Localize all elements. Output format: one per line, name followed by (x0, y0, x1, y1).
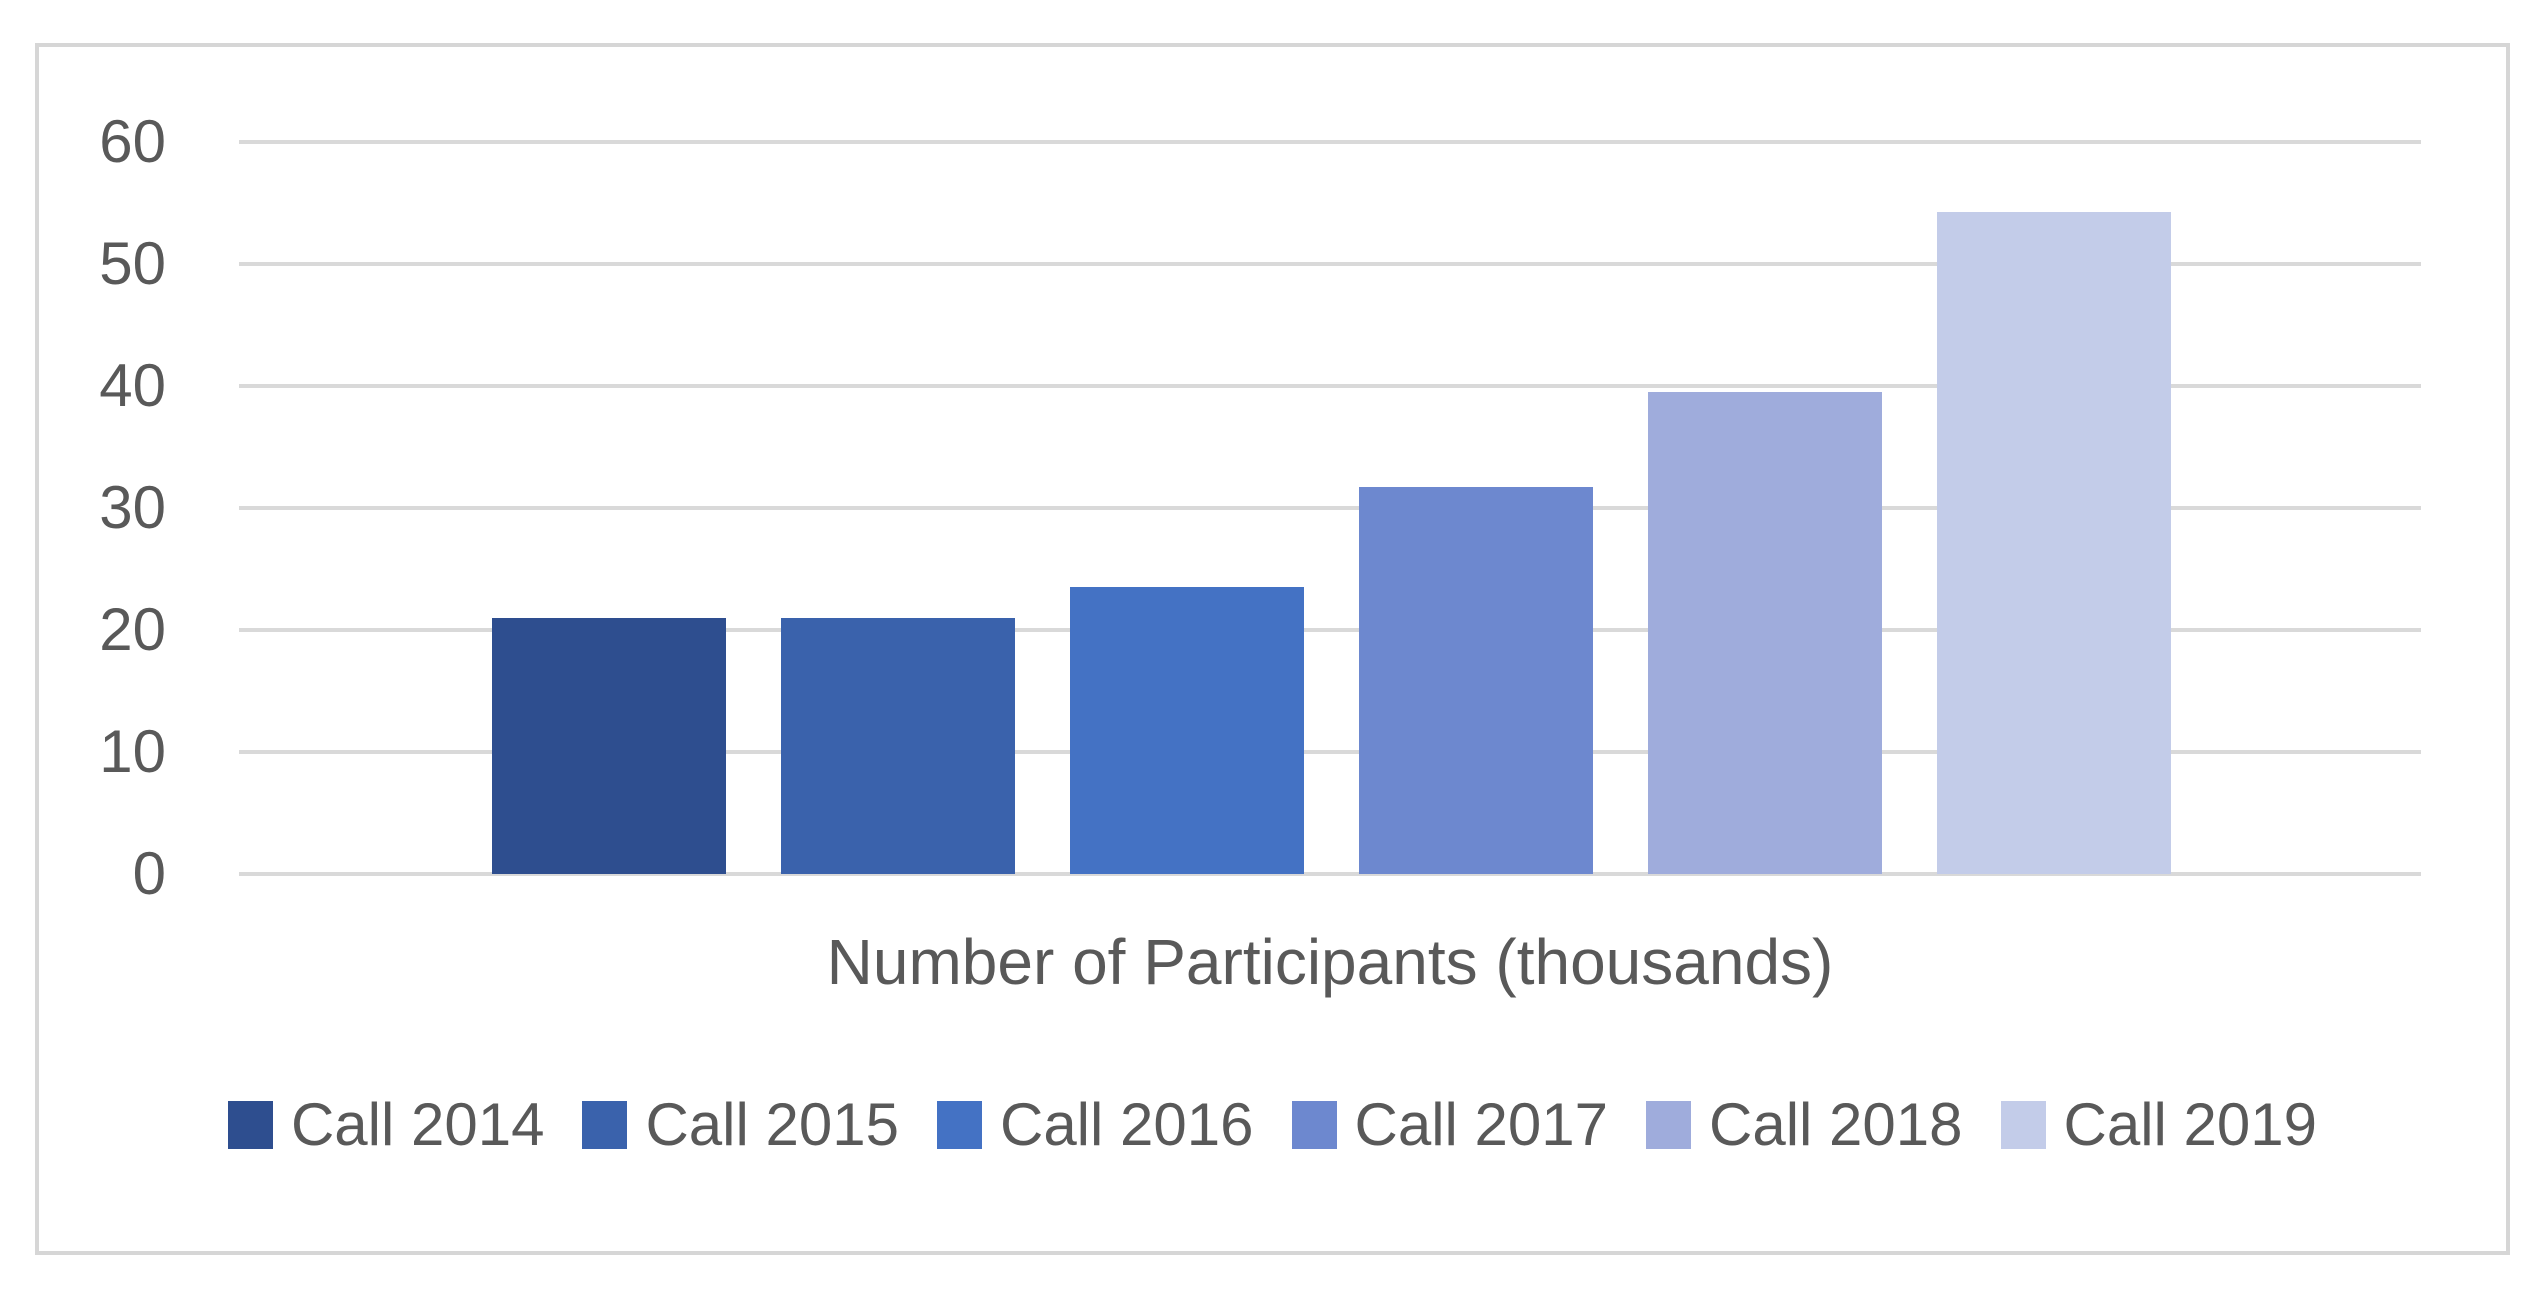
legend-item-call-2014: Call 2014 (227, 1091, 545, 1158)
y-tick-label-0: 0 (132, 840, 166, 907)
y-tick-label-40: 40 (99, 352, 166, 419)
legend-label-call-2014: Call 2014 (290, 1091, 545, 1158)
bar-call-2015 (781, 617, 1015, 874)
legend-item-call-2018: Call 2018 (1646, 1095, 1963, 1155)
gridline-y-10 (239, 750, 2421, 754)
legend-swatch-call-2014 (227, 1101, 273, 1149)
y-tick-label-30: 30 (99, 474, 166, 541)
legend-swatch-call-2019 (2000, 1101, 2046, 1149)
gridline-y-30 (239, 506, 2421, 510)
legend-swatch-call-2018 (1646, 1101, 1692, 1149)
bar-call-2017 (1359, 487, 1593, 874)
y-tick-label-10: 10 (99, 718, 166, 785)
bar-call-2016 (1070, 587, 1304, 874)
chart-frame: 0 10 20 30 40 50 60 Number of Participants (th… (35, 43, 2510, 1255)
plot-area (239, 140, 2421, 876)
legend-item-call-2016: Call 2016 (936, 1091, 1254, 1158)
y-tick-label-60: 60 (99, 108, 166, 175)
legend: Call 2014 Call 2015 Call 2016 Call 2017 Call… (39, 1095, 2506, 1155)
gridline-y-40 (239, 384, 2421, 388)
y-tick-label-20: 20 (99, 596, 166, 663)
legend-item-call-2017: Call 2017 (1291, 1091, 1609, 1158)
legend-swatch-call-2015 (582, 1101, 628, 1149)
legend-label-call-2017: Call 2017 (1354, 1091, 1609, 1158)
gridline-y-0 (239, 872, 2421, 876)
bar-call-2019 (1937, 211, 2171, 874)
legend-swatch-call-2016 (936, 1101, 982, 1149)
legend-label-call-2019: Call 2019 (2063, 1091, 2318, 1158)
legend-label-call-2015: Call 2015 (645, 1091, 899, 1158)
bar-call-2014 (492, 617, 726, 874)
gridline-y-20 (239, 628, 2421, 632)
legend-label-call-2018: Call 2018 (1709, 1091, 1963, 1158)
y-tick-label-50: 50 (99, 230, 166, 297)
legend-swatch-call-2017 (1291, 1101, 1337, 1149)
legend-item-call-2015: Call 2015 (582, 1095, 899, 1155)
category-axis-label: Number of Participants (thousands) (826, 926, 1834, 998)
gridline-y-60 (239, 140, 2421, 144)
bar-call-2018 (1648, 392, 1882, 874)
legend-item-call-2019: Call 2019 (2000, 1091, 2318, 1158)
gridline-y-50 (239, 262, 2421, 266)
legend-label-call-2016: Call 2016 (999, 1091, 1254, 1158)
